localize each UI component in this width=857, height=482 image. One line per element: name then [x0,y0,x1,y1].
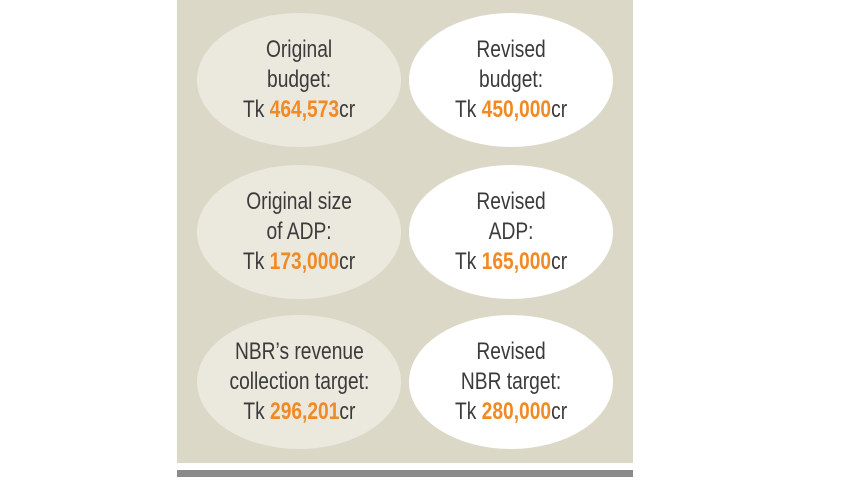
amount: 173,000 [269,248,340,275]
label-line: Revised [476,338,546,365]
amount-line: Tk 280,000cr [455,397,567,427]
amount-line: Tk 464,573cr [243,95,355,125]
currency: Tk [454,248,477,275]
amount-line: Tk 296,201cr [229,397,369,427]
unit: cr [551,248,568,275]
label-line: budget: [266,66,332,93]
label-line: NBR target: [460,368,562,395]
amount: 450,000 [481,96,552,123]
label-line: Revised [476,36,546,63]
info-oval: Original size of ADP: Tk 173,000cr [197,165,401,299]
oval-text: Revised NBR target: Tk 280,000cr [455,337,567,427]
info-oval: Revised ADP: Tk 165,000cr [409,165,613,299]
oval-text: Revised budget: Tk 450,000cr [455,35,567,125]
oval-text: NBR’s revenue collection target: Tk 296,20… [229,337,369,427]
oval-text: Revised ADP: Tk 165,000cr [455,187,567,277]
label-line: of ADP: [266,218,332,245]
unit: cr [339,96,356,123]
unit: cr [339,248,356,275]
label-line: collection target: [229,368,369,395]
info-oval: Revised budget: Tk 450,000cr [409,13,613,147]
amount-line: Tk 173,000cr [243,247,355,277]
label-line: Revised [476,188,546,215]
amount-line: Tk 165,000cr [455,247,567,277]
info-oval: Original budget: Tk 464,573cr [197,13,401,147]
currency: Tk [242,398,265,425]
label-line: budget: [478,66,544,93]
amount: 464,573 [269,96,340,123]
currency: Tk [242,96,265,123]
unit: cr [551,398,568,425]
currency: Tk [242,248,265,275]
bottom-rule [177,470,633,477]
info-oval: NBR’s revenue collection target: Tk 296,20… [197,315,401,449]
label-line: Original [265,36,333,63]
unit: cr [339,398,356,425]
info-oval: Revised NBR target: Tk 280,000cr [409,315,613,449]
currency: Tk [454,96,477,123]
currency: Tk [454,398,477,425]
amount: 165,000 [481,248,552,275]
amount: 280,000 [481,398,552,425]
label-line: ADP: [488,218,534,245]
label-line: NBR’s revenue [234,338,364,365]
oval-text: Original size of ADP: Tk 173,000cr [243,187,355,277]
amount: 296,201 [269,398,340,425]
oval-text: Original budget: Tk 464,573cr [243,35,355,125]
unit: cr [551,96,568,123]
amount-line: Tk 450,000cr [455,95,567,125]
label-line: Original size [246,188,352,215]
